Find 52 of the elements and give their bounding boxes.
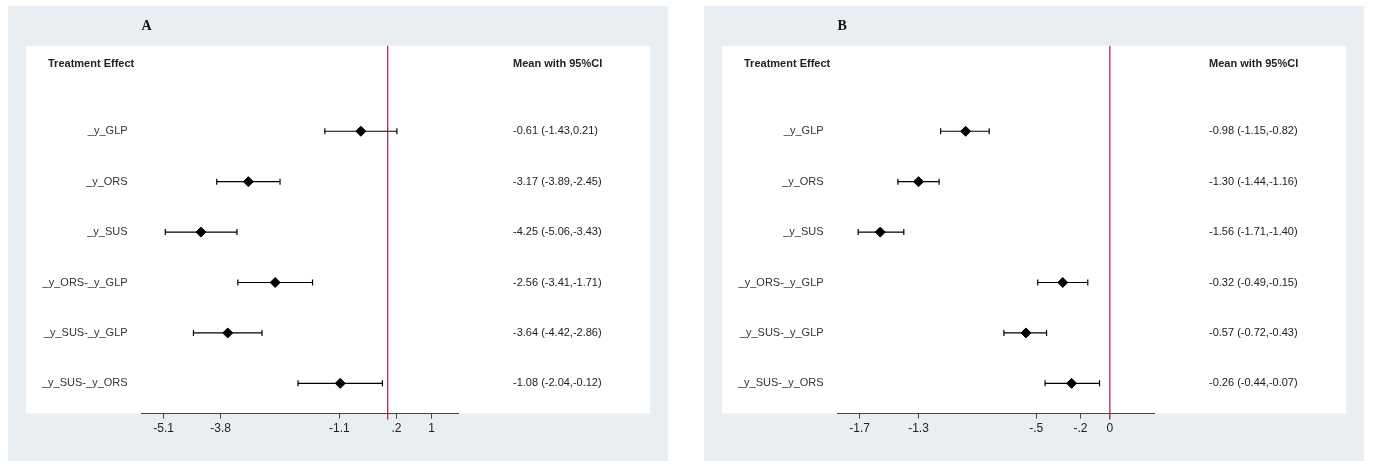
- category-label: _y_ORS-_y_GLP: [42, 275, 128, 288]
- category-label: _y_ORS-_y_GLP: [738, 275, 824, 288]
- point: [1066, 377, 1078, 389]
- data-label: -0.57 (-0.72,-0.43): [1209, 325, 1298, 338]
- data-label: -1.56 (-1.71,-1.40): [1209, 225, 1298, 238]
- text: Mean with 95%CI: [513, 57, 603, 70]
- category-label: _y_GLP: [783, 124, 824, 137]
- point: [913, 176, 925, 188]
- point: [334, 377, 346, 389]
- data-label: -1.08 (-2.04,-0.12): [513, 376, 602, 389]
- point: [269, 277, 281, 289]
- point: [195, 226, 207, 238]
- point: [355, 125, 367, 137]
- x-tick-label: -1.3: [908, 421, 930, 436]
- data-label: -3.64 (-4.42,-2.86): [513, 325, 602, 338]
- point: [1020, 327, 1032, 339]
- data-label: -2.56 (-3.41,-1.71): [513, 275, 602, 288]
- data-label: -4.25 (-5.06,-3.43): [513, 225, 602, 238]
- x-tick-label: -.2: [1073, 421, 1088, 436]
- data-label: -0.26 (-0.44,-0.07): [1209, 376, 1298, 389]
- point: [874, 226, 886, 238]
- data-label: -0.98 (-1.15,-0.82): [1209, 124, 1298, 137]
- x-tick-label: -.5: [1029, 421, 1044, 436]
- category-label: _y_SUS: [783, 225, 824, 238]
- x-tick-label: .2: [391, 421, 402, 436]
- x-tick-label: 0: [1106, 421, 1114, 436]
- x-tick-label: -3.8: [210, 421, 232, 436]
- category-label: _y_SUS: [87, 225, 128, 238]
- category-label: _y_SUS-_y_GLP: [43, 325, 128, 338]
- x-tick-label: -1.7: [849, 421, 871, 436]
- chart-title: A: [141, 17, 153, 33]
- point: [242, 176, 254, 188]
- point: [960, 125, 972, 137]
- text: Mean with 95%CI: [1209, 57, 1299, 70]
- data-label: -1.30 (-1.44,-1.16): [1209, 174, 1298, 187]
- x-tick-label: -5.1: [153, 421, 175, 436]
- category-label: _y_SUS-_y_ORS: [41, 376, 128, 389]
- x-tick-label: -1.1: [329, 421, 351, 436]
- category-label: _y_SUS-_y_GLP: [739, 325, 824, 338]
- chart-title: B: [837, 17, 847, 33]
- data-label: -0.32 (-0.49,-0.15): [1209, 275, 1298, 288]
- point: [222, 327, 234, 339]
- y-axis-title: Treatment Effect: [48, 57, 135, 70]
- x-tick-label: 1: [428, 421, 436, 436]
- y-axis-title: Treatment Effect: [744, 57, 831, 70]
- category-label: _y_SUS-_y_ORS: [737, 376, 824, 389]
- point: [1057, 277, 1069, 289]
- data-label: -0.61 (-1.43,0.21): [513, 124, 598, 137]
- data-label: -3.17 (-3.89,-2.45): [513, 174, 602, 187]
- category-label: _y_GLP: [87, 124, 128, 137]
- category-label: _y_ORS: [782, 174, 824, 187]
- category-label: _y_ORS: [86, 174, 128, 187]
